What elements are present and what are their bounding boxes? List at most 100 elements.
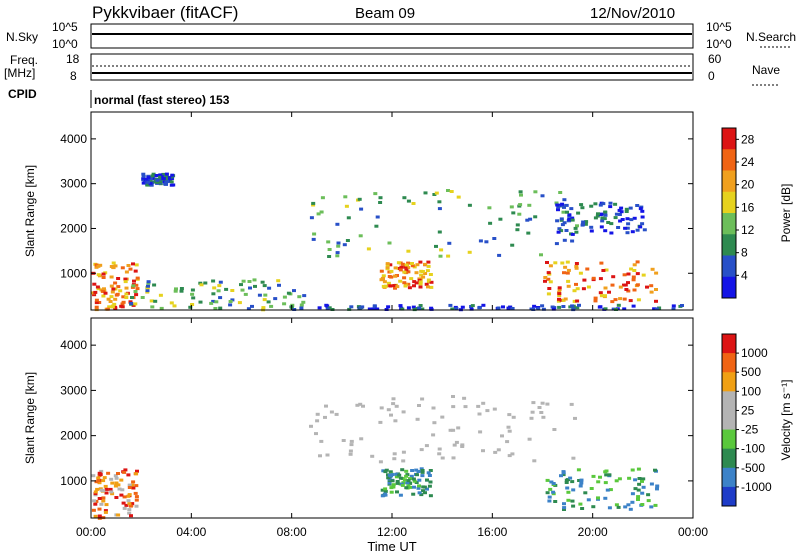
echo-cell — [359, 437, 364, 441]
echo-cell — [101, 272, 106, 276]
echo-cell — [113, 297, 118, 301]
echo-cell — [124, 286, 129, 290]
echo-cell — [566, 490, 571, 494]
echo-cell — [555, 219, 560, 223]
echo-cell — [385, 262, 390, 266]
echo-cell — [151, 172, 156, 176]
echo-cell — [563, 297, 568, 301]
echo-cell — [560, 261, 565, 265]
echo-cell — [518, 190, 523, 194]
echo-cell — [548, 487, 553, 491]
echo-cell — [608, 488, 613, 492]
echo-cell — [577, 479, 582, 482]
echo-cell — [428, 273, 433, 276]
echo-cell — [391, 397, 396, 401]
echo-cell — [593, 202, 598, 206]
echo-cell — [569, 402, 574, 406]
colorbar-segment — [722, 353, 736, 373]
echo-cell — [388, 263, 393, 267]
echo-cell — [104, 491, 109, 495]
echo-cell — [378, 420, 383, 424]
echo-cell — [309, 424, 313, 428]
nsky-panel — [90, 23, 694, 49]
colorbar-segment — [722, 276, 736, 299]
echo-cell — [559, 217, 564, 221]
echo-cell — [395, 490, 399, 494]
echo-cell — [188, 305, 193, 309]
echo-cell — [481, 303, 486, 307]
echo-cell — [477, 305, 482, 309]
echo-cell — [370, 454, 375, 458]
echo-cell — [390, 479, 395, 483]
echo-cell — [358, 402, 363, 406]
echo-cell — [410, 469, 415, 472]
echo-cell — [134, 293, 139, 297]
echo-cell — [398, 268, 403, 272]
echo-cell — [614, 479, 619, 483]
echo-cell — [190, 292, 195, 296]
echo-cell — [191, 296, 196, 300]
xtick-label: 12:00 — [377, 525, 407, 539]
echo-cell — [560, 202, 565, 206]
echo-cell — [628, 206, 633, 210]
echo-cell — [640, 209, 645, 213]
echo-cell — [427, 474, 432, 477]
ytick-label: 1000 — [60, 266, 87, 280]
echo-cell — [577, 303, 581, 307]
plot-frame — [90, 111, 694, 311]
echo-cell — [570, 218, 575, 222]
echo-cell — [586, 285, 591, 289]
echo-cell — [400, 483, 405, 487]
echo-cell — [537, 406, 542, 409]
echo-cell — [510, 243, 515, 247]
echo-cell — [127, 508, 132, 512]
velocity-colorbar: 1000 500 100 25 -25 -100 -500 -1000 Velocity [m … — [721, 333, 793, 507]
echo-cell — [130, 285, 135, 289]
colorbar-segment — [722, 467, 736, 488]
echo-cell — [315, 419, 320, 423]
echo-cell — [150, 174, 155, 178]
echo-cell — [342, 243, 347, 247]
echo-cell — [618, 219, 623, 223]
echo-cell — [141, 172, 146, 176]
colorbar-segment — [722, 448, 736, 469]
echo-cell — [128, 300, 133, 304]
colorbar-tick-label: 12 — [741, 223, 755, 237]
echo-cell — [498, 217, 503, 221]
echo-cell — [420, 397, 425, 401]
echo-cell — [391, 402, 396, 406]
echo-cell — [395, 285, 400, 289]
echo-cell — [626, 503, 631, 507]
echo-cell — [467, 250, 472, 254]
echo-cell — [543, 276, 548, 279]
echo-cell — [428, 469, 433, 472]
echo-cell — [511, 211, 516, 215]
echo-cell — [481, 449, 485, 453]
echo-cell — [437, 452, 442, 456]
echo-cell — [526, 231, 531, 235]
echo-cell — [121, 501, 126, 505]
xtick-label: 00:00 — [678, 525, 708, 539]
echo-cell — [124, 296, 129, 299]
freq-label: Freq. — [10, 53, 38, 67]
echo-cell — [131, 284, 136, 288]
echo-cell — [129, 514, 133, 518]
echo-cell — [527, 203, 532, 207]
echo-cell — [153, 174, 158, 178]
echo-cell — [553, 500, 558, 503]
echo-cell — [405, 473, 410, 477]
echo-cell — [336, 244, 341, 248]
echo-cell — [92, 282, 97, 286]
echo-cell — [540, 194, 545, 198]
echo-cell — [425, 269, 430, 273]
echo-cell — [133, 491, 138, 495]
echo-cell — [429, 280, 434, 284]
nave-tick-bottom: 0 — [708, 69, 715, 83]
echo-cell — [649, 284, 654, 288]
echo-cell — [640, 491, 645, 495]
echo-cell — [241, 279, 246, 283]
echo-cell — [570, 232, 575, 236]
echo-cell — [572, 299, 577, 303]
echo-cell — [135, 276, 140, 280]
echo-cell — [103, 510, 108, 514]
